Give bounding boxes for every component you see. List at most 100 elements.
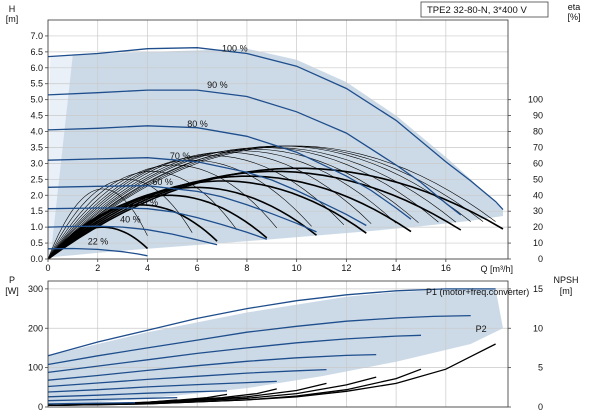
y-tick-label: 0.5 bbox=[30, 238, 43, 248]
head-curve bbox=[47, 247, 148, 257]
y-tick-label: 5.5 bbox=[30, 79, 43, 89]
y-tick-label: 1.5 bbox=[30, 206, 43, 216]
operating-range-fill bbox=[48, 48, 503, 258]
head-curve bbox=[47, 89, 462, 216]
efficiency-curve bbox=[47, 175, 412, 260]
efficiency-curve bbox=[47, 155, 345, 260]
power-curve-labels: P1 (motor+freq.converter) P2 bbox=[426, 287, 529, 334]
efficiency-curve bbox=[47, 186, 317, 260]
y-tick-label: 2.5 bbox=[30, 174, 43, 184]
x-tick-label: 4 bbox=[145, 263, 150, 273]
x-tick-label: 12 bbox=[341, 263, 351, 273]
speed-label: 80 % bbox=[187, 119, 208, 129]
x-tick-label: 14 bbox=[391, 263, 401, 273]
y-right-axis-label: NPSH bbox=[553, 275, 578, 285]
head-curve bbox=[47, 47, 504, 211]
power-curve bbox=[47, 353, 377, 381]
efficiency-curve bbox=[47, 150, 397, 260]
y-axis-label: H bbox=[9, 4, 16, 14]
y-right-tick-label: 10 bbox=[533, 323, 543, 333]
efficiency-curve bbox=[47, 179, 193, 260]
power-curve bbox=[47, 334, 422, 374]
power-annotation: P1 (motor+freq.converter) bbox=[426, 287, 529, 297]
power-curve bbox=[47, 314, 471, 366]
y-tick-label: 3.5 bbox=[30, 142, 43, 152]
y-right-axis-unit: [m] bbox=[560, 286, 573, 296]
y-axis-unit: [W] bbox=[5, 286, 19, 296]
y-tick-label: 100 bbox=[28, 363, 43, 373]
y-right-tick-label: 20 bbox=[533, 222, 543, 232]
efficiency-curve bbox=[47, 152, 372, 260]
speed-label: 60 % bbox=[152, 177, 173, 187]
head-curve bbox=[47, 185, 317, 233]
head-curve bbox=[47, 207, 268, 240]
efficiency-curve bbox=[47, 145, 471, 260]
y-right-tick-label: 50 bbox=[533, 174, 543, 184]
speed-label: 22 % bbox=[88, 236, 109, 246]
operating-range-min-speed-zone bbox=[48, 54, 73, 258]
y-tick-label: 7.0 bbox=[30, 31, 43, 41]
x-tick-label: 10 bbox=[292, 263, 302, 273]
head-curve bbox=[47, 125, 412, 220]
y-right-tick-label: 100 bbox=[528, 95, 543, 105]
efficiency-curves bbox=[47, 145, 504, 260]
y-tick-label: 200 bbox=[28, 323, 43, 333]
x-tick-label: 2 bbox=[95, 263, 100, 273]
speed-label: 40 % bbox=[120, 215, 141, 225]
head-curves bbox=[47, 47, 504, 257]
y-tick-label: 4.5 bbox=[30, 111, 43, 121]
npsh-curve bbox=[47, 368, 422, 407]
y-tick-label: 0.0 bbox=[30, 254, 43, 264]
power-annotation: P2 bbox=[476, 324, 487, 334]
operating-range-area bbox=[48, 48, 503, 258]
power-curve bbox=[47, 390, 228, 398]
speed-label: 90 % bbox=[207, 80, 228, 90]
head-curve bbox=[47, 157, 367, 227]
efficiency-curve bbox=[47, 147, 456, 260]
y-axis-unit: [m] bbox=[6, 14, 19, 24]
efficiency-curve bbox=[47, 145, 496, 260]
x-tick-label: 16 bbox=[441, 263, 451, 273]
y-tick-label: 300 bbox=[28, 284, 43, 294]
x-tick-label: 0 bbox=[45, 263, 50, 273]
y-right-tick-label: 10 bbox=[533, 238, 543, 248]
head-curve bbox=[47, 225, 218, 246]
y-right-axis-label: eta bbox=[568, 2, 581, 12]
x-axis-label: Q [m³/h] bbox=[480, 264, 513, 274]
power-npsh-panel: P1 (motor+freq.converter) P2 0 100 200 300 0 5… bbox=[5, 275, 578, 412]
curve-labels: 100 % 90 % 80 % 70 % 60 % 50 % 40 % 22 % bbox=[88, 43, 248, 246]
y-right-axis-unit: [%] bbox=[567, 12, 580, 22]
y-right-tick-label: 80 bbox=[533, 127, 543, 137]
y-tick-label: 6.5 bbox=[30, 47, 43, 57]
power-curve bbox=[47, 396, 178, 402]
y-tick-label: 1.0 bbox=[30, 222, 43, 232]
power-curve bbox=[47, 368, 327, 388]
y-tick-label: 2.0 bbox=[30, 190, 43, 200]
efficiency-curve bbox=[47, 164, 278, 260]
x-tick-label: 6 bbox=[195, 263, 200, 273]
chart-title: TPE2 32-80-N, 3*400 V bbox=[427, 5, 527, 16]
y-tick-label: 0 bbox=[38, 402, 43, 412]
y-tick-label: 3.0 bbox=[30, 158, 43, 168]
title-box-frame bbox=[420, 1, 549, 18]
speed-label: 50 % bbox=[138, 197, 159, 207]
efficiency-curve bbox=[47, 170, 462, 260]
efficiency-curve bbox=[47, 180, 367, 260]
y-right-tick-label: 30 bbox=[533, 206, 543, 216]
efficiency-curve bbox=[47, 167, 504, 260]
y-right-tick-label: 15 bbox=[533, 284, 543, 294]
y-tick-label: 6.0 bbox=[30, 63, 43, 73]
chart-title-box: TPE2 32-80-N, 3*400 V bbox=[420, 1, 549, 18]
axes: 0 100 200 300 0 5 10 15 P[W] NPSH[m] bbox=[5, 275, 578, 412]
efficiency-curve bbox=[47, 171, 238, 260]
power-operating-range-fill bbox=[48, 288, 503, 405]
y-tick-label: 5.0 bbox=[30, 95, 43, 105]
power-operating-range-area bbox=[48, 288, 503, 405]
power-curve bbox=[47, 380, 277, 393]
x-tick-label: 8 bbox=[244, 263, 249, 273]
y-right-tick-label: 0 bbox=[538, 254, 543, 264]
plot-frame bbox=[47, 280, 509, 408]
y-right-tick-label: 40 bbox=[533, 190, 543, 200]
speed-label: 100 % bbox=[222, 43, 248, 53]
y-axis-label: P bbox=[9, 275, 15, 285]
